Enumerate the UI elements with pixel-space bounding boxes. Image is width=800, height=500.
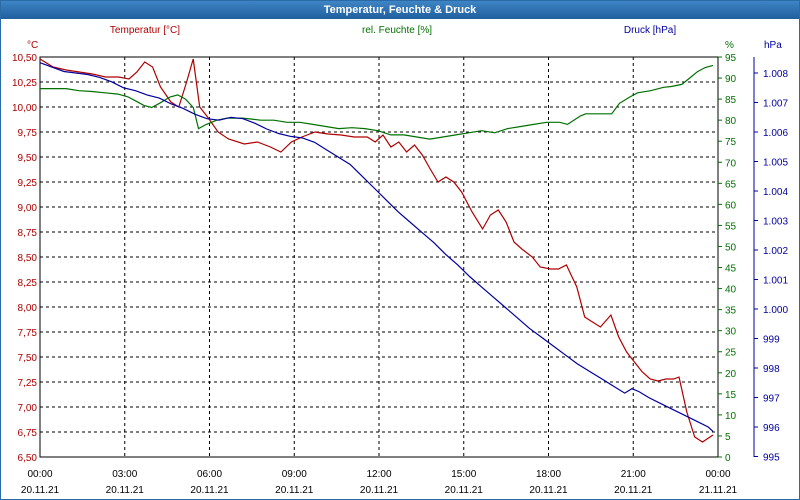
- pressure-tick-label: 999: [763, 335, 780, 346]
- humidity-tick-label: 45: [725, 264, 737, 275]
- temperature-tick-label: 10,00: [12, 103, 37, 114]
- plot-area: [39, 58, 714, 443]
- temperature-tick-label: 9,50: [18, 153, 38, 164]
- x-tick-date: 20.11.21: [21, 485, 60, 496]
- pressure-tick-label: 1.001: [763, 276, 788, 287]
- temperature-series-line: [39, 58, 714, 443]
- humidity-series-line: [40, 64, 714, 140]
- pressure-series-line: [39, 62, 714, 432]
- x-tick-date: 20.11.21: [360, 485, 399, 496]
- pressure-tick-label: 1.003: [763, 217, 788, 228]
- temperature-tick-label: 10,25: [12, 78, 37, 89]
- humidity-tick-label: 80: [725, 116, 737, 127]
- humidity-tick-label: 35: [725, 306, 737, 317]
- pressure-tick-label: 1.002: [763, 246, 788, 257]
- x-tick-time: 09:00: [282, 469, 307, 480]
- humidity-tick-label: 40: [725, 285, 737, 296]
- x-tick-time: 06:00: [197, 469, 222, 480]
- humidity-unit: %: [725, 40, 734, 51]
- x-tick-date: 20.11.21: [190, 485, 229, 496]
- temperature-tick-label: 7,50: [18, 353, 38, 364]
- pressure-tick-label: 995: [763, 453, 780, 464]
- temperature-tick-label: 8,25: [18, 278, 38, 289]
- humidity-tick-label: 10: [725, 411, 737, 422]
- pressure-tick-label: 998: [763, 364, 780, 375]
- x-tick-time: 00:00: [705, 469, 730, 480]
- x-tick-date: 20.11.21: [614, 485, 653, 496]
- temperature-tick-label: 7,25: [18, 378, 38, 389]
- pressure-tick-label: 1.008: [763, 69, 788, 80]
- temperature-tick-label: 9,25: [18, 178, 38, 189]
- x-tick-time: 18:00: [536, 469, 561, 480]
- humidity-axis-label: rel. Feuchte [%]: [362, 25, 432, 36]
- humidity-tick-label: 20: [725, 369, 737, 380]
- humidity-tick-label: 25: [725, 348, 737, 359]
- x-tick-time: 15:00: [451, 469, 476, 480]
- humidity-tick-label: 60: [725, 200, 737, 211]
- axis-labels: 00:00 20.11.21 03:00 20.11.21 06:00 20.11.21 0…: [12, 53, 788, 496]
- temperature-tick-label: 9,00: [18, 203, 38, 214]
- pressure-tick-label: 1.000: [763, 305, 788, 316]
- humidity-tick-label: 55: [725, 221, 737, 232]
- humidity-tick-label: 95: [725, 53, 737, 64]
- humidity-tick-label: 65: [725, 179, 737, 190]
- x-tick-date: 20.11.21: [106, 485, 145, 496]
- temperature-tick-label: 8,75: [18, 228, 38, 239]
- grid-lines: [39, 56, 719, 458]
- pressure-tick-label: 1.005: [763, 158, 788, 169]
- window-title: Temperatur, Feuchte & Druck: [1, 1, 799, 19]
- temperature-tick-label: 8,50: [18, 253, 38, 264]
- temperature-tick-label: 7,00: [18, 403, 38, 414]
- pressure-tick-label: 996: [763, 423, 780, 434]
- humidity-tick-label: 90: [725, 74, 737, 85]
- pressure-tick-label: 1.006: [763, 128, 788, 139]
- temperature-tick-label: 7,75: [18, 328, 38, 339]
- humidity-tick-label: 30: [725, 327, 737, 338]
- x-tick-date: 21.11.21: [699, 485, 738, 496]
- humidity-tick-label: 15: [725, 390, 737, 401]
- x-tick-date: 20.11.21: [275, 485, 314, 496]
- pressure-tick-label: 1.007: [763, 99, 788, 110]
- x-tick-time: 12:00: [366, 469, 391, 480]
- temperature-tick-label: 6,75: [18, 428, 38, 439]
- pressure-axis-label: Druck [hPa]: [624, 25, 676, 36]
- humidity-tick-label: 70: [725, 158, 737, 169]
- humidity-tick-label: 85: [725, 95, 737, 106]
- humidity-tick-label: 0: [725, 453, 731, 464]
- pressure-tick-label: 1.004: [763, 187, 788, 198]
- x-tick-time: 03:00: [112, 469, 137, 480]
- temperature-unit: °C: [27, 40, 38, 51]
- temperature-tick-label: 9,75: [18, 128, 38, 139]
- temperature-tick-label: 8,00: [18, 303, 38, 314]
- x-tick-time: 00:00: [27, 469, 52, 480]
- humidity-tick-label: 5: [725, 432, 731, 443]
- temperature-axis-label: Temperatur [°C]: [110, 25, 180, 36]
- humidity-tick-label: 75: [725, 137, 737, 148]
- pressure-unit: hPa: [764, 40, 782, 51]
- x-tick-date: 20.11.21: [529, 485, 568, 496]
- pressure-tick-label: 997: [763, 394, 780, 405]
- x-tick-time: 21:00: [621, 469, 646, 480]
- temperature-tick-label: 6,50: [18, 453, 38, 464]
- humidity-tick-label: 50: [725, 242, 737, 253]
- x-tick-date: 20.11.21: [445, 485, 484, 496]
- temperature-tick-label: 10,50: [12, 53, 37, 64]
